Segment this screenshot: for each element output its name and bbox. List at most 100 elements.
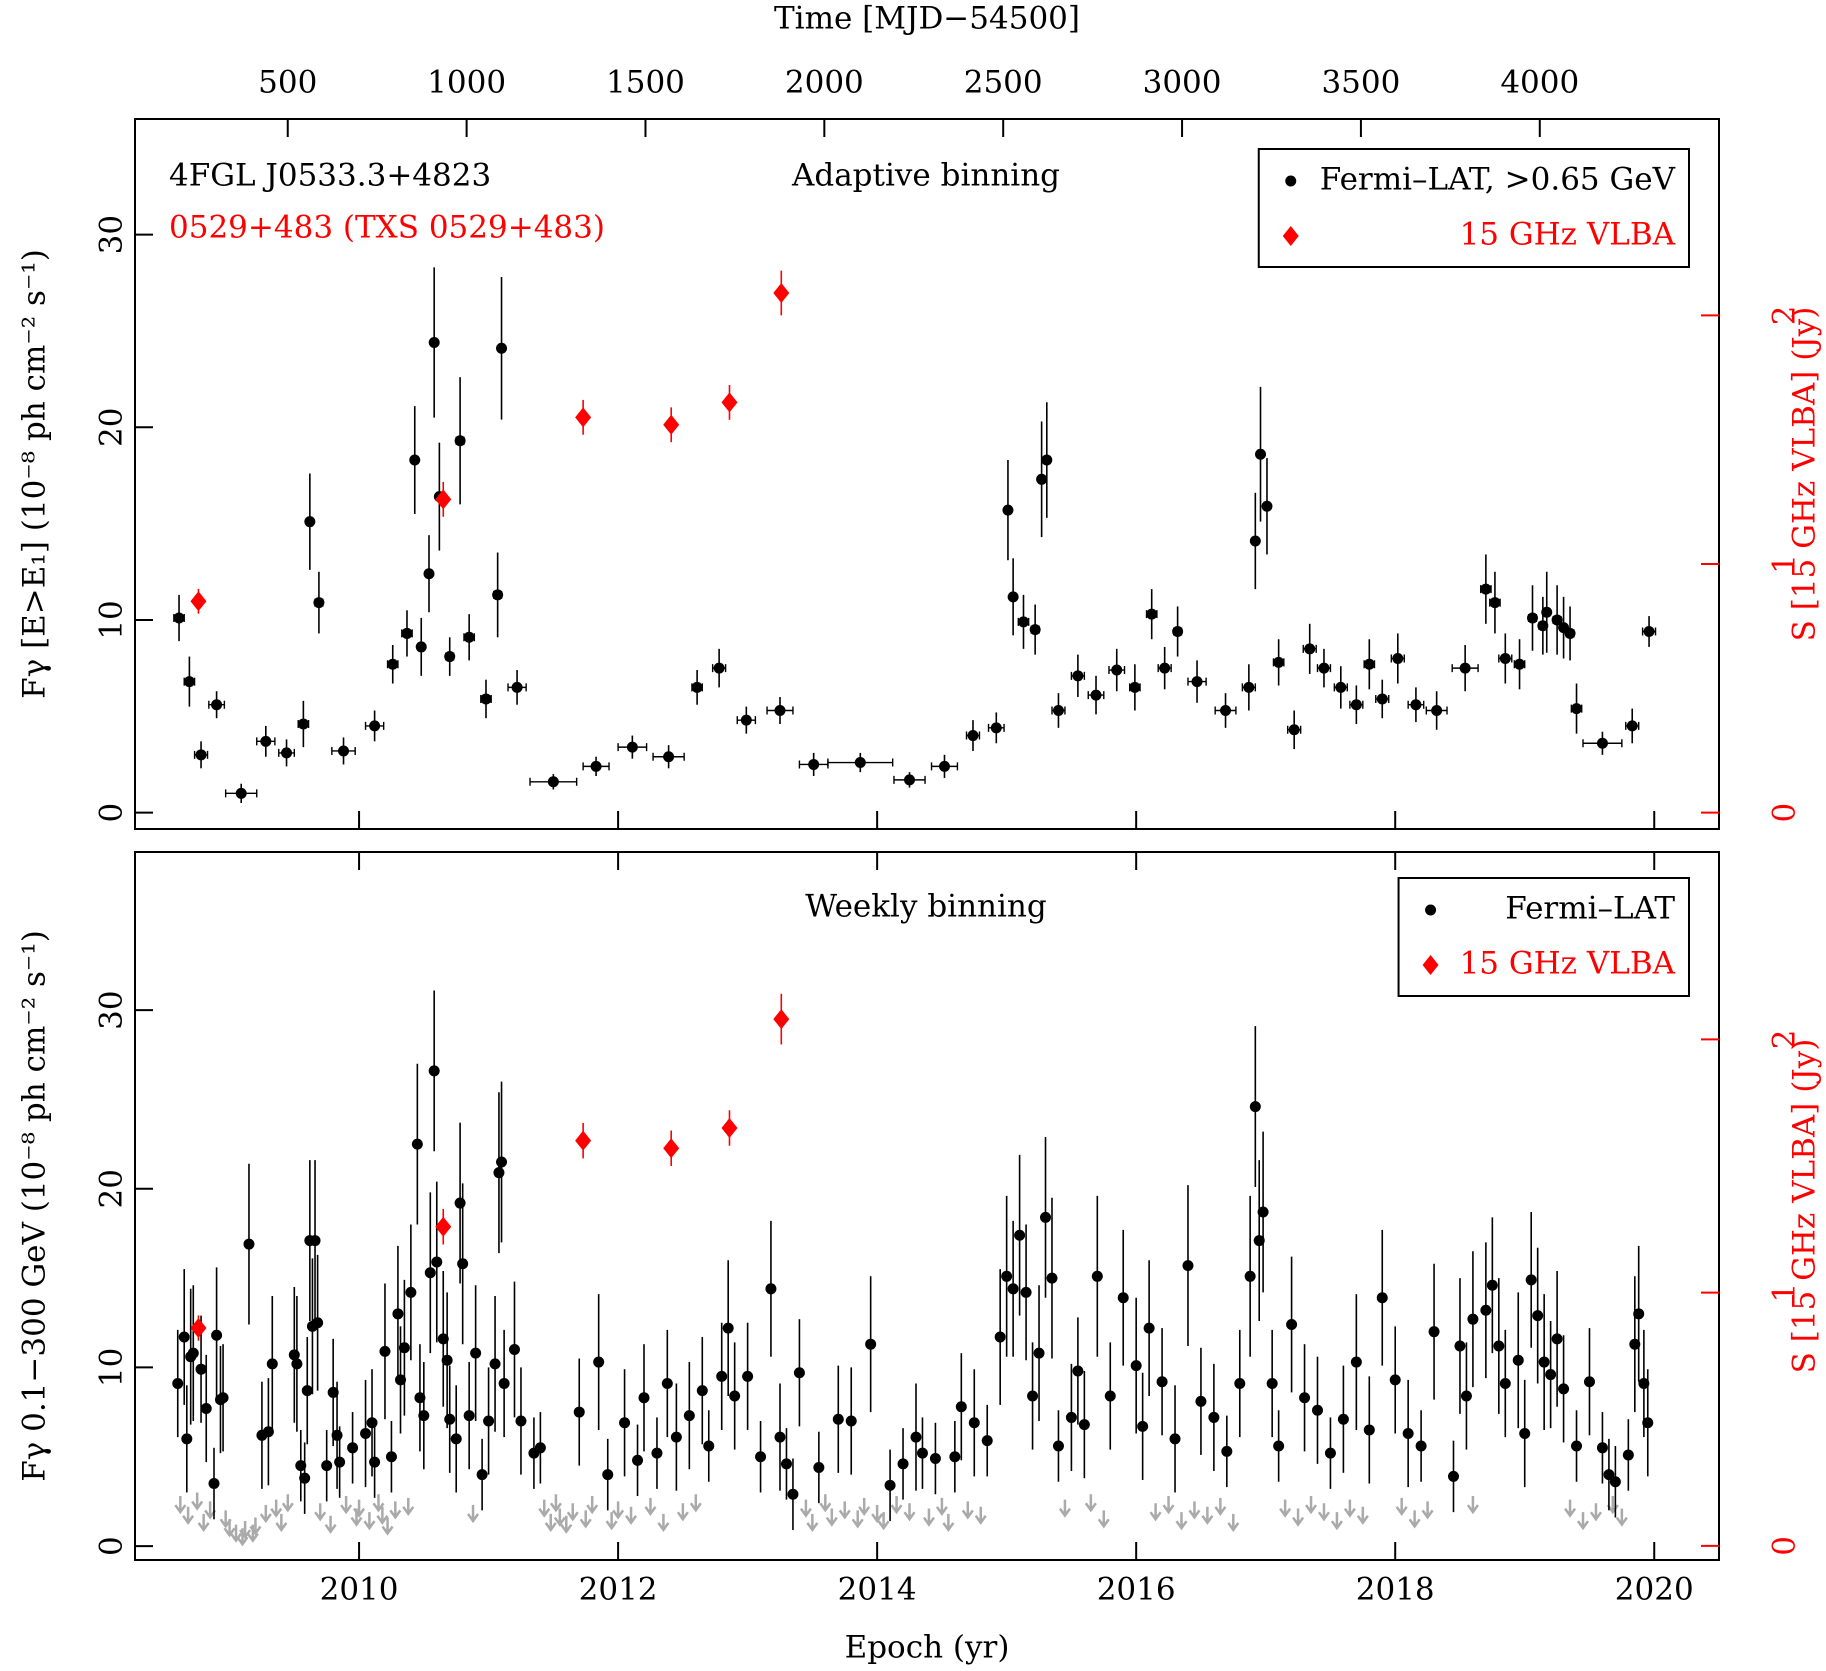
data-point: [1104, 1390, 1116, 1402]
upper-limit: [275, 1513, 288, 1533]
data-point: [493, 1167, 505, 1179]
data-point: [691, 681, 703, 693]
data-point: [409, 454, 421, 466]
data-point: [1244, 1270, 1256, 1282]
data-point: [181, 1433, 193, 1445]
data-point: [195, 749, 207, 761]
data-point: [1551, 1333, 1563, 1345]
data-point: [327, 1386, 339, 1398]
data-point: [288, 1349, 300, 1361]
data-point: [309, 1235, 321, 1247]
data-point: [401, 627, 413, 639]
data-point: [211, 1329, 223, 1341]
data-point: [740, 714, 752, 726]
data-point: [813, 1461, 825, 1473]
data-point: [498, 1377, 510, 1389]
upper-limit: [974, 1506, 987, 1525]
data-point: [845, 1415, 857, 1427]
x-tick-label: 2018: [1356, 1572, 1435, 1608]
data-point: [1428, 1326, 1440, 1338]
upper-limit: [903, 1503, 916, 1522]
y2-tick-label: 2: [1767, 306, 1803, 326]
y2-tick-label: 0: [1767, 1536, 1803, 1556]
upper-limit: [586, 1496, 599, 1515]
data-point: [1090, 689, 1102, 701]
x2-tick-label: 500: [258, 65, 317, 101]
data-point: [334, 1456, 346, 1468]
legend-marker: [1422, 955, 1439, 975]
legend-marker: [1285, 175, 1297, 187]
data-point: [1249, 1101, 1261, 1113]
data-point: [299, 1472, 311, 1484]
data-point: [722, 1322, 734, 1334]
upper-limit: [566, 1503, 579, 1522]
x2-tick-label: 4000: [1500, 65, 1579, 101]
data-point: [1221, 1445, 1233, 1457]
upper-limit: [1084, 1494, 1097, 1513]
data-point: [619, 1417, 631, 1429]
data-point: [1480, 1304, 1492, 1316]
data-point: [1130, 1360, 1142, 1372]
data-point: [1558, 1383, 1570, 1395]
upper-limit: [553, 1508, 566, 1527]
data-point: [1642, 1417, 1654, 1429]
data-point: [435, 489, 452, 510]
data-point: [626, 741, 638, 753]
data-point: [415, 641, 427, 653]
data-point: [1195, 1395, 1207, 1407]
data-point: [1234, 1377, 1246, 1389]
data-point: [1273, 656, 1285, 668]
data-point: [765, 1283, 777, 1295]
legend-marker: [1282, 226, 1299, 246]
upper-limit: [538, 1499, 551, 1518]
data-point: [1169, 1433, 1181, 1445]
data-point: [379, 1345, 391, 1357]
data-point: [295, 1460, 307, 1472]
data-point: [1324, 1447, 1336, 1459]
data-point: [1273, 1440, 1285, 1452]
y-tick-label: 30: [94, 215, 130, 254]
data-point: [1002, 504, 1014, 516]
upper-limit: [605, 1512, 618, 1531]
data-point: [1007, 591, 1019, 603]
upper-limit: [560, 1515, 573, 1534]
data-point: [696, 1385, 708, 1397]
data-point: [774, 1431, 786, 1443]
data-point: [476, 1469, 488, 1481]
data-point: [1159, 662, 1171, 674]
upper-limit: [230, 1524, 243, 1543]
data-point: [1111, 664, 1123, 676]
upper-limit: [871, 1504, 884, 1524]
data-point: [1335, 681, 1347, 693]
upper-limit: [1214, 1497, 1227, 1516]
upper-limit: [625, 1506, 638, 1525]
legend-box: [1397, 877, 1690, 997]
data-point: [1052, 705, 1064, 717]
data-point: [832, 1413, 844, 1425]
data-point: [897, 1458, 909, 1470]
data-point: [787, 1488, 799, 1500]
data-point: [573, 1406, 585, 1418]
data-point: [463, 631, 475, 643]
data-point: [638, 1392, 650, 1404]
data-point: [534, 1442, 546, 1454]
data-point: [1036, 473, 1048, 485]
data-point: [304, 516, 316, 528]
data-point: [721, 1118, 738, 1139]
annotation: 4FGL J0533.3+4823: [169, 158, 491, 194]
upper-limit: [340, 1496, 353, 1515]
x-axis-label: Epoch (yr): [845, 1630, 1010, 1666]
data-point: [1261, 500, 1273, 512]
data-point: [949, 1451, 961, 1463]
data-point: [755, 1451, 767, 1463]
upper-limit: [549, 1494, 562, 1513]
data-point: [1633, 1308, 1645, 1320]
data-point: [575, 1130, 592, 1151]
upper-limit: [223, 1519, 236, 1538]
upper-limit: [372, 1494, 385, 1513]
data-point: [773, 1009, 790, 1030]
data-point: [454, 435, 466, 447]
data-point: [1288, 724, 1300, 736]
data-point: [418, 1410, 430, 1422]
data-point: [1046, 1272, 1058, 1284]
